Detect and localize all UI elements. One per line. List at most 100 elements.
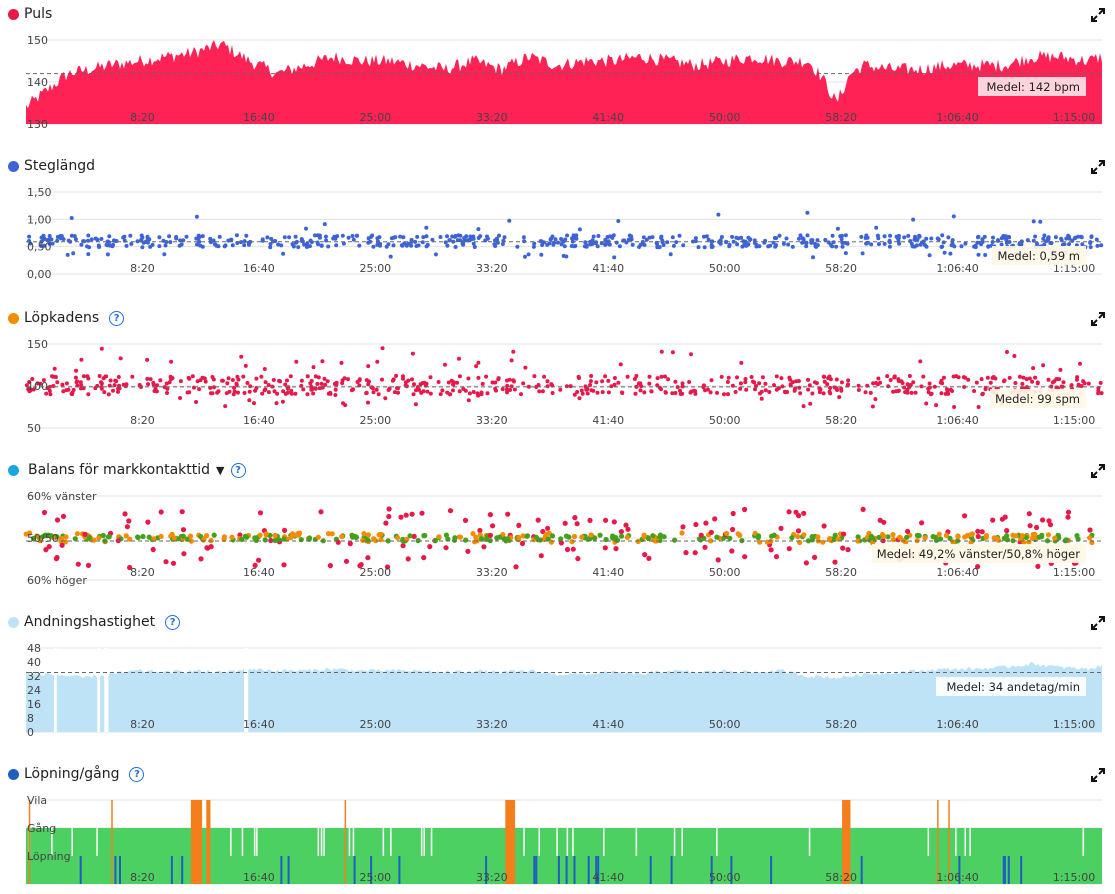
lopning-tick <box>1002 856 1005 884</box>
lopkadens-point <box>896 388 901 393</box>
lopning-tick <box>181 856 184 884</box>
steglangd-point <box>41 233 46 238</box>
steglangd-point <box>551 242 556 247</box>
lopkadens-point <box>649 389 654 394</box>
x-tick-label: 1:15:00 <box>1053 718 1095 731</box>
balans-point <box>950 539 956 545</box>
lopkadens-point <box>111 388 115 393</box>
lopkadens-point <box>99 385 104 390</box>
balans-point <box>1019 533 1025 539</box>
lopkadens-point <box>74 368 79 373</box>
balans-point <box>443 532 449 538</box>
steglangd-point <box>1062 242 1067 247</box>
lopkadens-point <box>1002 378 1007 383</box>
lopkadens-point <box>153 386 158 391</box>
help-icon[interactable]: ? <box>165 614 181 630</box>
gang-break <box>390 828 392 856</box>
panel-lopkadens: Löpkadens ? 50 100 150 8:20 16:40 25:00 33:20 4… <box>0 304 1115 456</box>
lopkadens-point <box>927 381 932 386</box>
lopkadens-point <box>941 375 946 380</box>
balans-point <box>421 555 427 561</box>
lopkadens-point <box>186 375 191 380</box>
vila-bar <box>190 800 203 884</box>
steglangd-point <box>296 245 301 250</box>
lopkadens-point <box>130 374 135 379</box>
lopkadens-point <box>190 374 195 379</box>
y-tick-label: 1,00 <box>27 213 52 226</box>
balans-point <box>262 537 268 543</box>
lopkadens-point <box>311 386 316 391</box>
lopkadens-point <box>757 381 762 386</box>
steglangd-point <box>89 237 94 242</box>
mean-label: Medel: 34 andetag/min <box>946 680 1080 694</box>
steglangd-point <box>86 252 91 257</box>
expand-icon[interactable] <box>1091 160 1105 174</box>
balans-point <box>714 534 720 540</box>
balans-point <box>53 556 60 562</box>
balans-point <box>41 509 48 516</box>
expand-icon[interactable] <box>1091 464 1105 478</box>
steglangd-point <box>86 233 91 238</box>
steglangd-point <box>642 243 647 247</box>
lopkadens-point <box>1020 381 1025 386</box>
x-tick-label: 33:20 <box>476 566 508 579</box>
lopkadens-point <box>195 379 200 384</box>
vila-bar <box>842 800 851 884</box>
balans-point <box>187 533 194 539</box>
steglangd-point <box>430 237 435 242</box>
lopkadens-point <box>647 381 652 386</box>
steglangd-point <box>835 226 840 231</box>
lopkadens-point <box>311 365 316 370</box>
help-icon[interactable]: ? <box>109 310 125 326</box>
lopkadens-point <box>1041 363 1046 368</box>
steglangd-point <box>341 241 346 246</box>
lopkadens-point <box>85 374 90 379</box>
lopkadens-point <box>701 383 706 388</box>
y-tick-label: 130 <box>27 118 48 131</box>
steglangd-point <box>888 233 893 238</box>
lopkadens-point <box>79 357 84 362</box>
lopkadens-point <box>772 383 776 388</box>
gang-break <box>603 828 605 856</box>
balans-point <box>318 509 324 515</box>
steglangd-point <box>213 242 217 247</box>
steglangd-point <box>650 235 655 240</box>
balans-point <box>378 531 384 537</box>
steglangd-point <box>702 245 707 250</box>
lopkadens-point <box>821 391 826 396</box>
x-tick-label: 8:20 <box>130 111 155 124</box>
lopkadens-point <box>311 391 316 396</box>
steglangd-point <box>800 236 805 241</box>
lopkadens-point <box>1033 375 1038 380</box>
balans-point <box>126 518 132 524</box>
steglangd-point <box>425 242 430 247</box>
balans-point <box>803 560 810 566</box>
gang-break <box>323 828 325 856</box>
balans-point <box>646 555 652 561</box>
balans-point <box>288 535 294 541</box>
lopkadens-point <box>443 362 447 367</box>
expand-icon[interactable] <box>1091 8 1105 22</box>
expand-icon[interactable] <box>1091 616 1105 630</box>
lopkadens-point <box>616 380 621 385</box>
steglangd-point <box>565 233 570 238</box>
lopkadens-point <box>396 390 400 395</box>
balans-point <box>969 531 976 537</box>
balans-point <box>742 506 748 513</box>
lopkadens-point <box>738 386 743 391</box>
expand-icon[interactable] <box>1091 768 1105 782</box>
y-tick-label: Löpning <box>27 850 71 863</box>
help-icon[interactable]: ? <box>230 462 246 478</box>
expand-icon[interactable] <box>1091 312 1105 326</box>
lopkadens-point <box>278 379 283 384</box>
steglangd-point <box>216 244 221 249</box>
lopkadens-point <box>956 375 961 380</box>
lopkadens-point <box>404 384 409 389</box>
dropdown-caret-icon[interactable]: ▼ <box>216 463 225 477</box>
lopkadens-point <box>364 391 369 396</box>
lopkadens-point <box>689 352 693 357</box>
lopkadens-point <box>1096 391 1101 396</box>
balans-point <box>46 544 52 550</box>
y-tick-label: 100 <box>27 380 48 393</box>
help-icon[interactable]: ? <box>129 766 145 782</box>
